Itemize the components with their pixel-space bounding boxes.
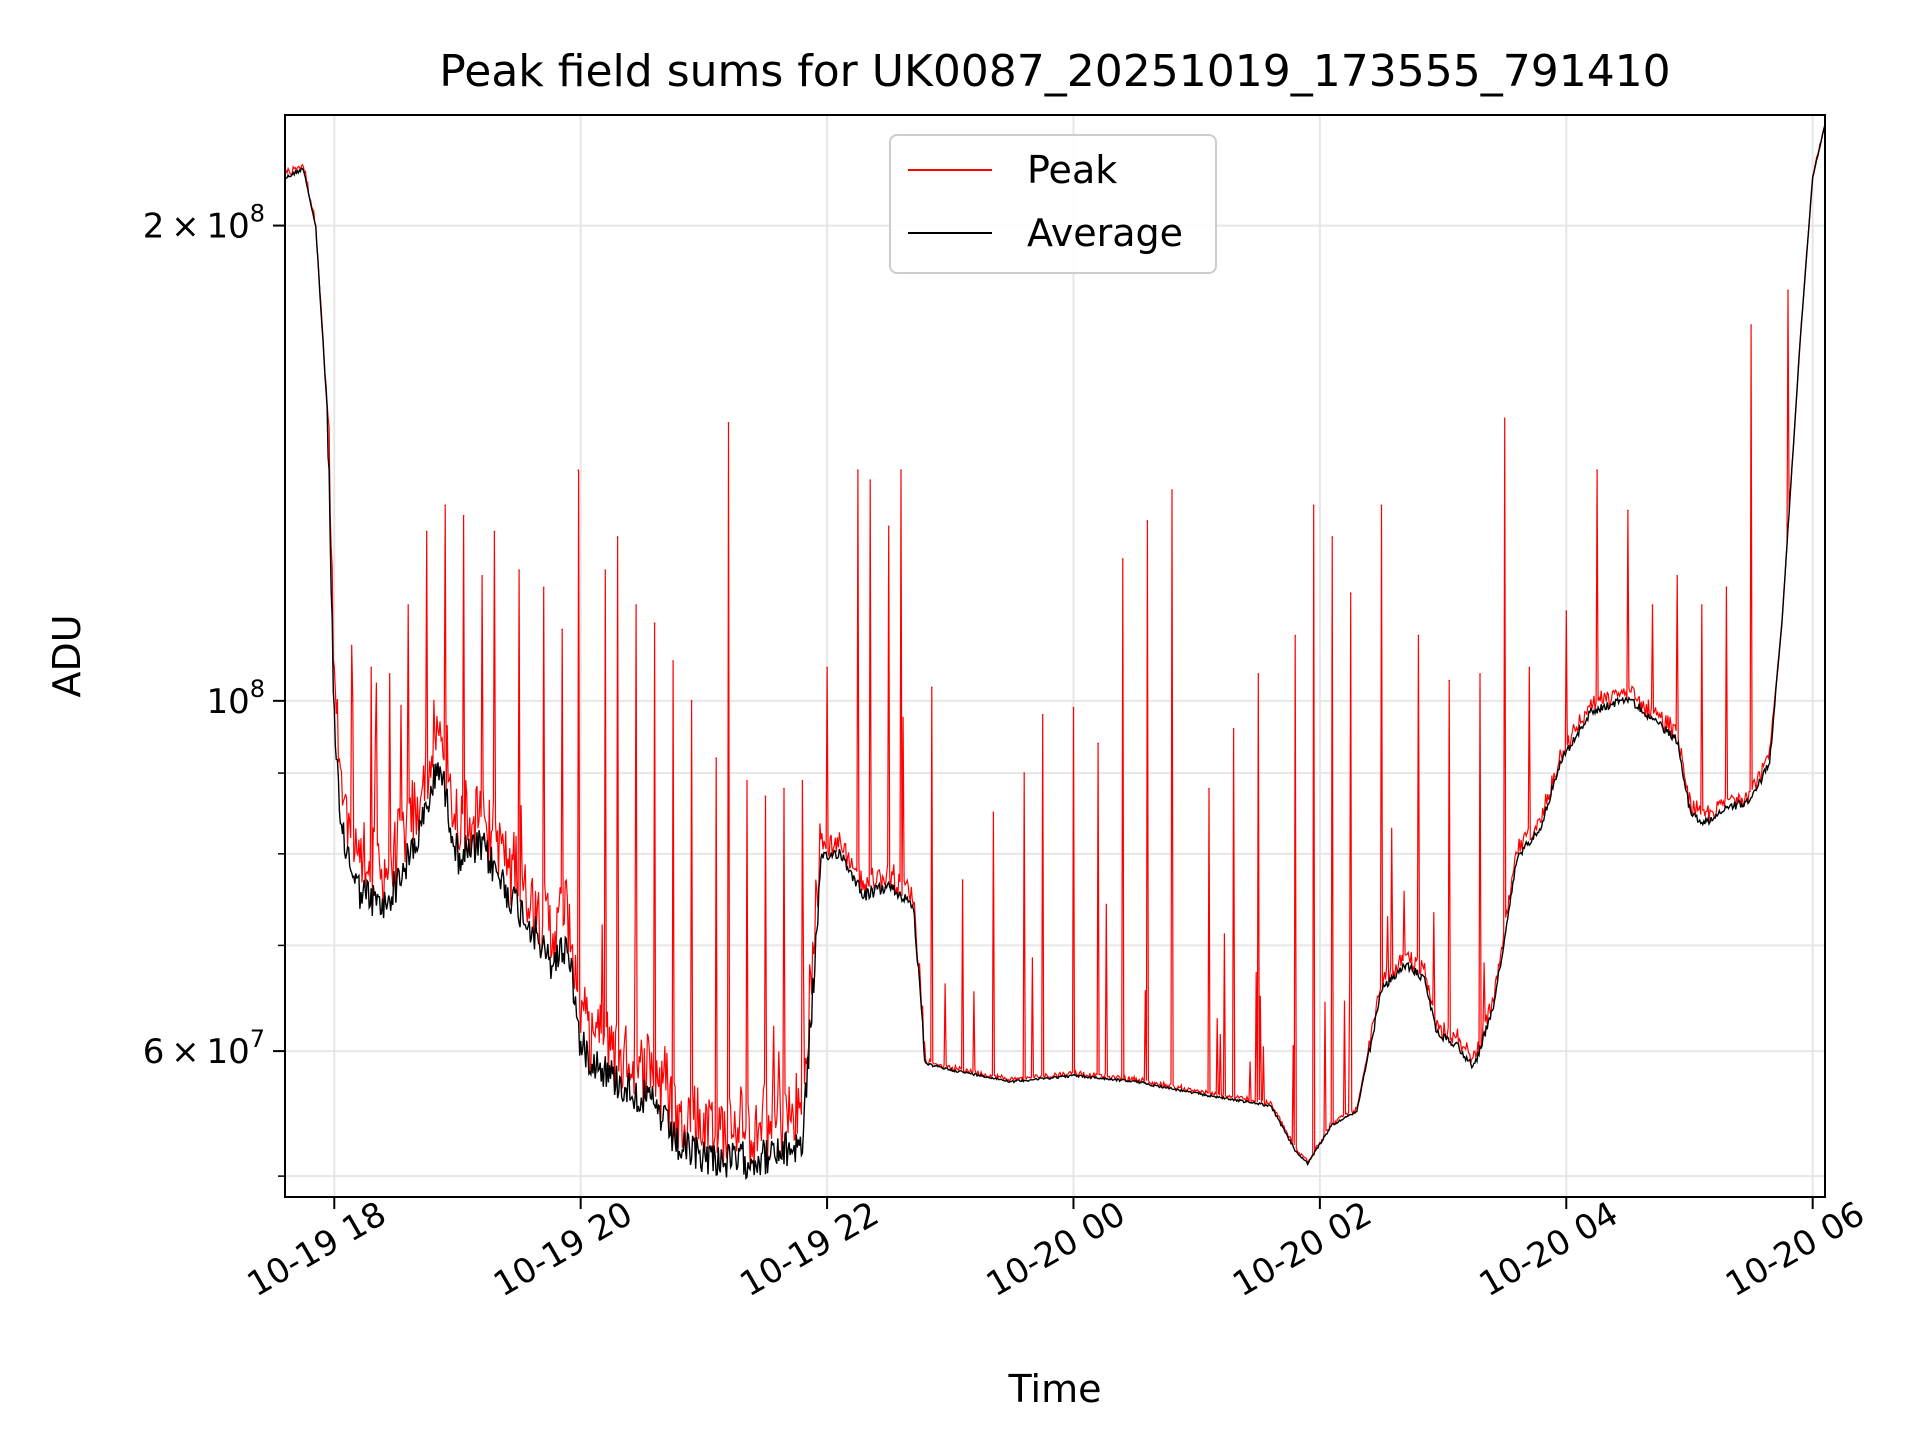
peak-spike-point (1725, 586, 1728, 589)
peak-spike-point (715, 757, 717, 759)
peak-spike-point (672, 660, 674, 662)
peak-spike-point (1312, 504, 1315, 507)
peak-spike-point (1380, 504, 1383, 507)
peak-spike-point (1349, 592, 1352, 594)
peak-spike-point (542, 586, 545, 589)
peak-spike-point (1503, 417, 1506, 420)
x-axis-label: Time (1008, 1367, 1102, 1411)
peak-spike-point (1232, 728, 1235, 730)
peak-spike-point (1627, 509, 1629, 512)
peak-spike-point (1750, 324, 1752, 326)
peak-spike-point (887, 525, 890, 528)
peak-spike-point (616, 536, 619, 538)
y-tick-label: 6 × 107 (143, 1025, 265, 1072)
peak-spike-point (604, 569, 607, 571)
chart-title: Peak field sums for UK0087_20251019_1735… (439, 46, 1670, 97)
y-axis-label: ADU (45, 614, 89, 697)
peak-spike-point (801, 779, 804, 782)
peak-spike-point (444, 504, 446, 507)
peak-spike-point (1121, 558, 1124, 560)
peak-spike-point (900, 469, 902, 471)
peak-spike-point (1701, 604, 1703, 606)
peak-spike-point (1072, 706, 1075, 709)
peak-spike-point (1479, 673, 1481, 675)
peak-spike-point (1257, 673, 1260, 675)
peak-spike-point (1596, 469, 1598, 471)
peak-spike-point (462, 514, 465, 517)
peak-spike-point (1565, 610, 1568, 612)
peak-spike-point (333, 666, 336, 669)
peak-spike-point (1146, 520, 1149, 522)
peak-spike-point (931, 686, 933, 689)
plot-area (285, 123, 1825, 1181)
peak-spike-point (653, 622, 656, 624)
peak-spike-point (561, 628, 563, 631)
peak-spike-point (370, 666, 373, 669)
peak-spike-point (1676, 575, 1678, 577)
peak-spike-point (992, 811, 995, 814)
peak-spike-point (493, 530, 496, 533)
peak-spike-point (764, 795, 767, 798)
peak-spike-point (1331, 536, 1333, 538)
peak-spike-point (826, 666, 828, 669)
peak-spike-point (577, 469, 580, 471)
peak-spike-point (388, 673, 391, 675)
peak-spike-point (425, 530, 428, 533)
peak-spike-point (1294, 634, 1297, 637)
peak-spike-point (1448, 679, 1451, 682)
plot-frame (284, 114, 1826, 1198)
peak-spike-point (1041, 713, 1044, 716)
peak-spike-point (1097, 742, 1099, 745)
peak-spike-point (857, 469, 859, 471)
peak-spike-point (1417, 634, 1420, 637)
legend: Peak Average (889, 134, 1217, 274)
peak-spike-point (351, 700, 354, 702)
peak-spike-point (746, 779, 748, 782)
peak-spike-point (869, 479, 871, 481)
peak-spike-point (407, 604, 410, 606)
peak-spike-point (727, 422, 730, 424)
legend-peak-label: Peak (1027, 148, 1117, 192)
peak-spike-point (1787, 289, 1789, 292)
peak-spike-point (1208, 787, 1210, 790)
peak-spike-point (783, 787, 785, 790)
series-average-line (285, 124, 1825, 1181)
peak-spike-point (1171, 489, 1173, 491)
peak-spike-point (1651, 604, 1654, 606)
peak-spike-point (1023, 772, 1025, 774)
peak-spike-point (1528, 666, 1531, 669)
peak-spike-point (635, 604, 637, 606)
peak-spike-point (961, 879, 964, 881)
peak-spike-point (518, 569, 520, 571)
y-tick-label: 2 × 108 (143, 200, 265, 247)
legend-average-label: Average (1027, 211, 1183, 255)
peak-spike-point (690, 700, 693, 702)
y-tick-label: 108 (206, 675, 265, 722)
peak-spike-point (481, 575, 483, 577)
